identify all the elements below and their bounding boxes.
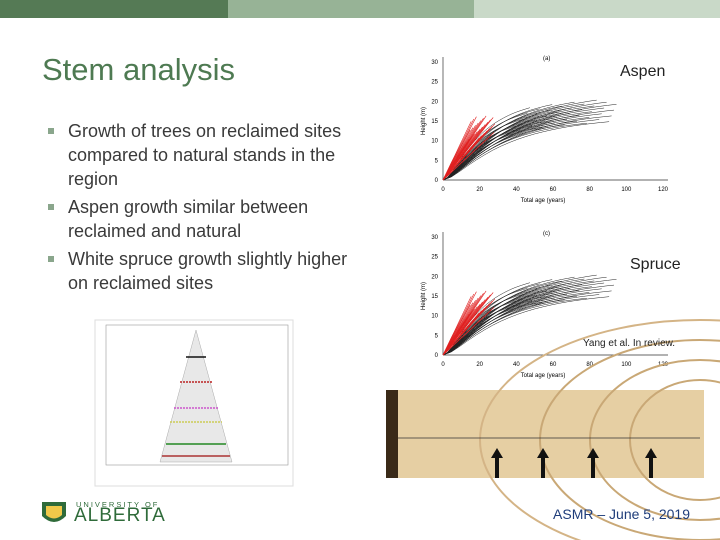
y-tick-label: 5 <box>435 158 439 164</box>
y-axis-label: Height (m) <box>421 282 427 310</box>
growth-curve <box>442 113 602 181</box>
reclaimed-curve <box>442 118 475 181</box>
x-tick-label: 120 <box>658 187 669 193</box>
bullet: Growth of trees on reclaimed sites compa… <box>48 119 348 191</box>
growth-curve <box>442 115 580 181</box>
x-tick-label: 100 <box>621 362 632 368</box>
bullet: White spruce growth slightly higher on r… <box>48 247 348 295</box>
growth-curve <box>442 118 526 181</box>
figure-label: Aspen <box>620 63 666 80</box>
growth-curve <box>442 301 543 356</box>
x-tick-label: 0 <box>441 187 445 193</box>
y-tick-label: 10 <box>431 139 438 145</box>
growth-curve <box>442 282 573 356</box>
growth-curve <box>442 107 573 181</box>
panel-label: (a) <box>543 56 550 62</box>
reclaimed-curve <box>442 295 482 356</box>
reclaimed-curve <box>442 136 490 181</box>
reclaimed-curve <box>442 300 493 356</box>
top-bar <box>474 0 720 18</box>
x-tick-label: 60 <box>550 362 557 368</box>
growth-curve <box>442 292 558 356</box>
reclaimed-curve <box>442 117 494 181</box>
y-axis-label: Height (m) <box>421 107 427 135</box>
x-tick-label: 80 <box>586 187 593 193</box>
reclaimed-curve <box>442 299 486 356</box>
x-tick-label: 80 <box>586 362 593 368</box>
reclaimed-curve <box>442 125 493 181</box>
x-axis-label: Total age (years) <box>521 198 566 204</box>
x-tick-label: 20 <box>476 187 483 193</box>
x-tick-label: 40 <box>513 362 520 368</box>
growth-curve <box>442 293 526 356</box>
y-tick-label: 25 <box>431 255 438 261</box>
y-tick-label: 30 <box>431 235 438 241</box>
y-tick-label: 5 <box>435 333 439 339</box>
growth-curve <box>442 117 558 181</box>
y-tick-label: 30 <box>431 60 438 66</box>
growth-curve <box>442 105 595 181</box>
bullet: Aspen growth similar between reclaimed a… <box>48 195 348 243</box>
y-tick-label: 20 <box>431 274 438 280</box>
growth-curve <box>442 290 580 356</box>
growth-curve <box>442 278 585 356</box>
y-tick-label: 25 <box>431 80 438 86</box>
growth-curve <box>442 120 577 181</box>
growth-curve <box>442 124 565 181</box>
x-tick-label: 20 <box>476 362 483 368</box>
reclaimed-curve <box>442 131 478 181</box>
reclaimed-curve <box>442 292 494 356</box>
growth-curve <box>442 299 565 356</box>
growth-curve <box>442 126 543 181</box>
y-tick-label: 0 <box>435 178 439 184</box>
x-tick-label: 100 <box>621 187 632 193</box>
top-bar <box>228 0 474 18</box>
reclaimed-curve <box>442 306 478 356</box>
growth-curve <box>442 119 535 181</box>
x-tick-label: 0 <box>441 362 445 368</box>
y-tick-label: 15 <box>431 294 438 300</box>
wood-photo <box>386 319 720 540</box>
reclaimed-curve <box>442 120 482 181</box>
y-tick-label: 20 <box>431 99 438 105</box>
footer: ASMR – June 5, 2019 <box>553 506 690 522</box>
title: Stem analysis <box>42 52 235 87</box>
growth-curve <box>442 122 587 181</box>
panel-label: (c) <box>543 231 550 237</box>
logo-line2: ALBERTA <box>74 505 166 526</box>
y-tick-label: 10 <box>431 314 438 320</box>
growth-curve <box>442 294 535 356</box>
reclaimed-curve <box>442 124 486 181</box>
growth-curve <box>442 295 577 356</box>
x-tick-label: 60 <box>550 187 557 193</box>
y-tick-label: 15 <box>431 119 438 125</box>
figure-label: Spruce <box>630 256 681 273</box>
x-axis-label: Total age (years) <box>521 373 566 379</box>
profile-figure <box>94 319 294 487</box>
reclaimed-curve <box>442 311 490 356</box>
growth-curve <box>442 121 610 181</box>
reclaimed-curve <box>442 293 475 356</box>
logo: UNIVERSITY OF ALBERTA <box>42 500 166 526</box>
growth-curve <box>442 296 610 356</box>
growth-curve <box>442 125 533 181</box>
y-tick-label: 0 <box>435 353 439 359</box>
growth-curve <box>442 297 587 356</box>
x-tick-label: 40 <box>513 187 520 193</box>
growth-curve <box>442 300 533 356</box>
growth-curve <box>442 280 595 356</box>
growth-curve <box>442 288 602 356</box>
top-bar <box>0 0 228 18</box>
logo-line1: UNIVERSITY OF <box>76 500 159 509</box>
growth-curve <box>442 103 585 181</box>
citation: Yang et al. In review. <box>583 338 676 349</box>
bullet-list: Growth of trees on reclaimed sites compa… <box>48 119 348 299</box>
